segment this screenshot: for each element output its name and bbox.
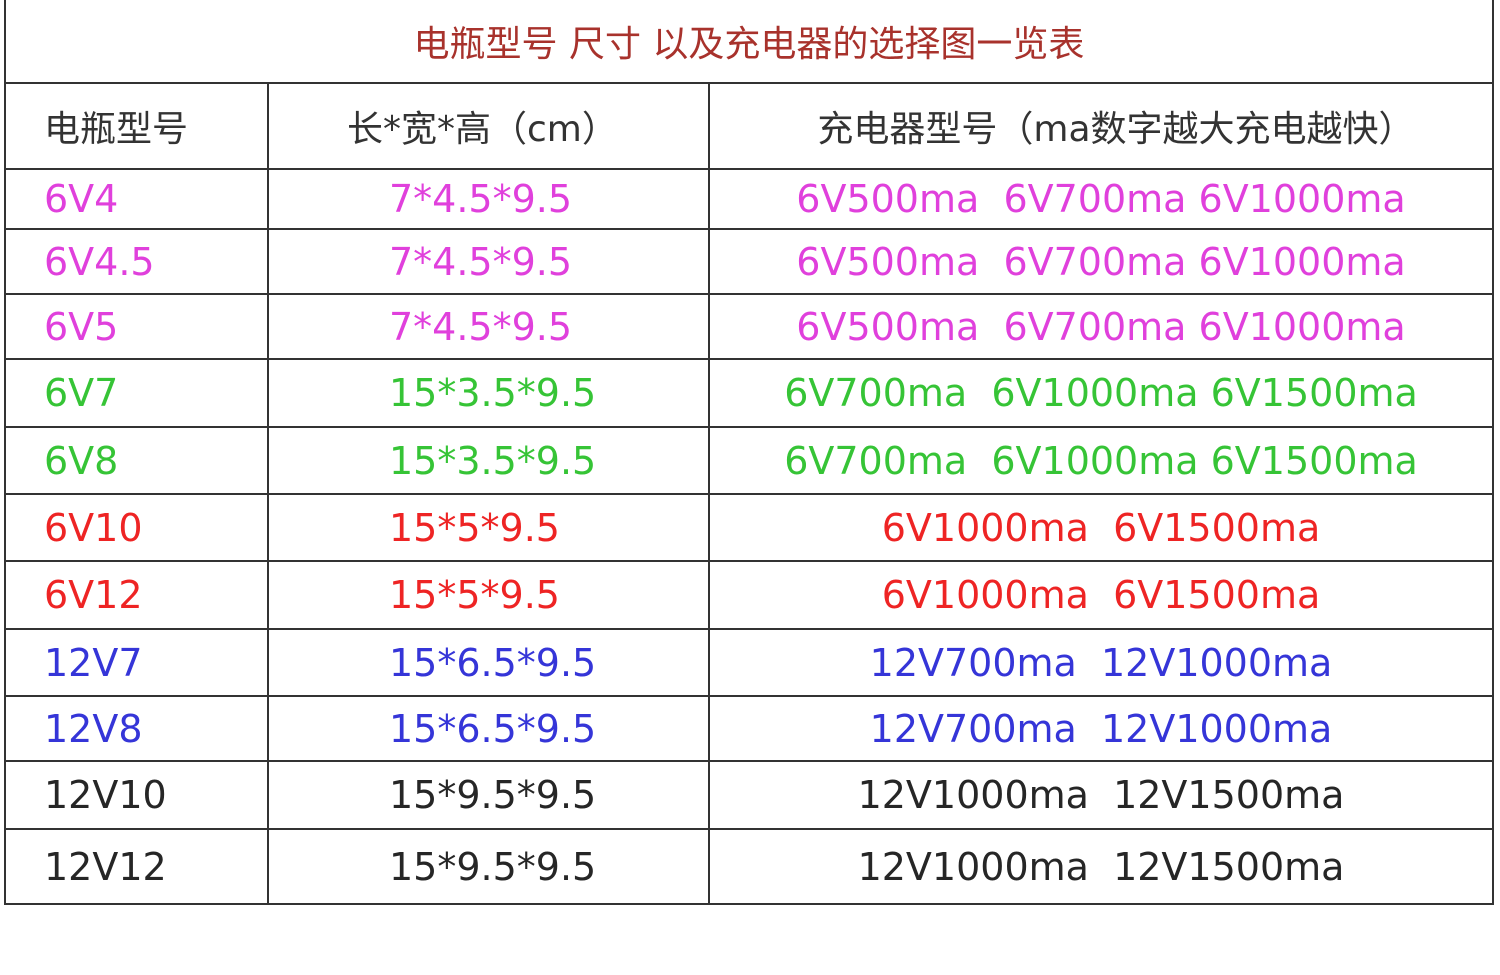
table-cell: 15*6.5*9.5	[267, 695, 710, 762]
table-cell: 6V10	[4, 493, 269, 562]
header-row: 电瓶型号 长*宽*高（cm） 充电器型号（ma数字越大充电越快）	[4, 82, 1494, 170]
table-cell: 6V700ma 6V1000ma 6V1500ma	[708, 358, 1494, 428]
data-row: 6V7 15*3.5*9.5 6V700ma 6V1000ma 6V1500ma	[4, 358, 1494, 428]
table-cell: 12V7	[4, 628, 269, 697]
header-cell: 充电器型号（ma数字越大充电越快）	[708, 82, 1494, 170]
table-cell: 12V10	[4, 760, 269, 830]
table-cell: 12V1000ma 12V1500ma	[708, 760, 1494, 830]
data-row: 6V12 15*5*9.5 6V1000ma 6V1500ma	[4, 560, 1494, 630]
data-row: 6V10 15*5*9.5 6V1000ma 6V1500ma	[4, 493, 1494, 562]
table-body: 电瓶型号 尺寸 以及充电器的选择图一览表 电瓶型号 长*宽*高（cm） 充电器型号（…	[4, 0, 1494, 905]
title-row: 电瓶型号 尺寸 以及充电器的选择图一览表	[4, 0, 1494, 84]
table-cell: 6V4	[4, 168, 269, 230]
table-cell: 15*3.5*9.5	[267, 426, 710, 495]
table-cell: 12V700ma 12V1000ma	[708, 628, 1494, 697]
table-cell: 6V1000ma 6V1500ma	[708, 560, 1494, 630]
table-cell: 6V12	[4, 560, 269, 630]
table-cell: 12V700ma 12V1000ma	[708, 695, 1494, 762]
header-cell: 长*宽*高（cm）	[267, 82, 710, 170]
table-cell: 15*9.5*9.5	[267, 760, 710, 830]
data-row: 6V5 7*4.5*9.5 6V500ma 6V700ma 6V1000ma	[4, 293, 1494, 360]
data-row: 12V7 15*6.5*9.5 12V700ma 12V1000ma	[4, 628, 1494, 697]
table-cell: 7*4.5*9.5	[267, 293, 710, 360]
table-cell: 6V500ma 6V700ma 6V1000ma	[708, 228, 1494, 295]
data-row: 12V10 15*9.5*9.5 12V1000ma 12V1500ma	[4, 760, 1494, 830]
table-cell: 7*4.5*9.5	[267, 228, 710, 295]
data-row: 12V12 15*9.5*9.5 12V1000ma 12V1500ma	[4, 828, 1494, 905]
table-title: 电瓶型号 尺寸 以及充电器的选择图一览表	[4, 0, 1494, 84]
data-row: 12V8 15*6.5*9.5 12V700ma 12V1000ma	[4, 695, 1494, 762]
table-cell: 15*5*9.5	[267, 560, 710, 630]
data-row: 6V8 15*3.5*9.5 6V700ma 6V1000ma 6V1500ma	[4, 426, 1494, 495]
table-cell: 6V8	[4, 426, 269, 495]
battery-table: 电瓶型号 尺寸 以及充电器的选择图一览表 电瓶型号 长*宽*高（cm） 充电器型号（…	[4, 0, 1494, 905]
table-cell: 6V500ma 6V700ma 6V1000ma	[708, 293, 1494, 360]
table-cell: 12V1000ma 12V1500ma	[708, 828, 1494, 905]
table-cell: 15*6.5*9.5	[267, 628, 710, 697]
table-cell: 6V5	[4, 293, 269, 360]
table-cell: 12V8	[4, 695, 269, 762]
table-cell: 15*5*9.5	[267, 493, 710, 562]
table-cell: 6V1000ma 6V1500ma	[708, 493, 1494, 562]
table-cell: 6V700ma 6V1000ma 6V1500ma	[708, 426, 1494, 495]
data-row: 6V4 7*4.5*9.5 6V500ma 6V700ma 6V1000ma	[4, 168, 1494, 230]
table-cell: 12V12	[4, 828, 269, 905]
table-cell: 6V7	[4, 358, 269, 428]
data-row: 6V4.5 7*4.5*9.5 6V500ma 6V700ma 6V1000ma	[4, 228, 1494, 295]
table-cell: 15*9.5*9.5	[267, 828, 710, 905]
table-cell: 6V4.5	[4, 228, 269, 295]
table-wrap: 电瓶型号 尺寸 以及充电器的选择图一览表 电瓶型号 长*宽*高（cm） 充电器型号（…	[4, 0, 1494, 905]
table-cell: 7*4.5*9.5	[267, 168, 710, 230]
table-cell: 6V500ma 6V700ma 6V1000ma	[708, 168, 1494, 230]
header-cell: 电瓶型号	[4, 82, 269, 170]
table-cell: 15*3.5*9.5	[267, 358, 710, 428]
